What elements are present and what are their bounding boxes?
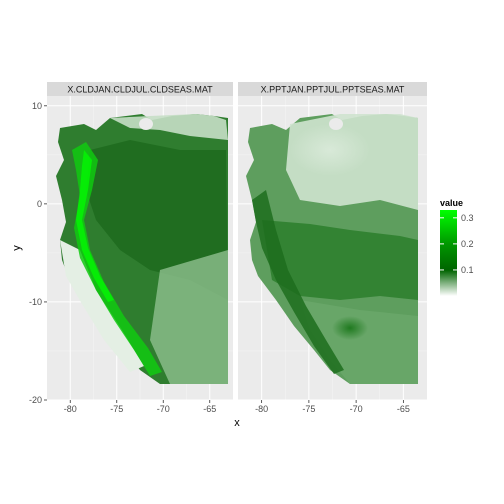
x-tick-label: -75 (110, 404, 123, 414)
panel-1-x-axis: -80 -75 -70 -65 (64, 400, 217, 414)
y-axis: -20 -10 0 10 (29, 101, 47, 405)
panel-1-strip-label: X.CLDJAN.CLDJUL.CLDSEAS.MAT (67, 85, 213, 95)
legend-title: value (440, 198, 463, 208)
legend-tick-label: 0.3 (461, 213, 474, 223)
x-tick-label: -75 (302, 404, 315, 414)
x-tick-label: -65 (397, 404, 410, 414)
legend-tick-label: 0.2 (461, 239, 474, 249)
panel-1-east-light (150, 250, 228, 384)
panel-2-northern-pale-core (290, 124, 370, 176)
x-tick-label: -80 (64, 404, 77, 414)
x-axis-title: x (234, 417, 240, 429)
panel-1-water-notch (139, 118, 153, 130)
y-axis-title: y (11, 245, 23, 251)
x-tick-label: -70 (350, 404, 363, 414)
legend-colorbar (440, 210, 457, 296)
y-tick-label: 0 (37, 199, 42, 209)
x-tick-label: -65 (203, 404, 216, 414)
panel-2-water-notch (329, 118, 343, 130)
legend-tick-label: 0.1 (461, 265, 474, 275)
y-tick-label: -10 (29, 297, 42, 307)
y-tick-label: 10 (32, 101, 42, 111)
legend: value 0.1 0.2 0.3 (440, 198, 474, 296)
x-tick-label: -80 (255, 404, 268, 414)
panel-2-southern-core (332, 316, 368, 340)
panel-2-strip-label: X.PPTJAN.PPTJUL.PPTSEAS.MAT (261, 85, 405, 95)
x-tick-label: -70 (157, 404, 170, 414)
y-tick-label: -20 (29, 395, 42, 405)
panel-2-x-axis: -80 -75 -70 -65 (255, 400, 410, 414)
